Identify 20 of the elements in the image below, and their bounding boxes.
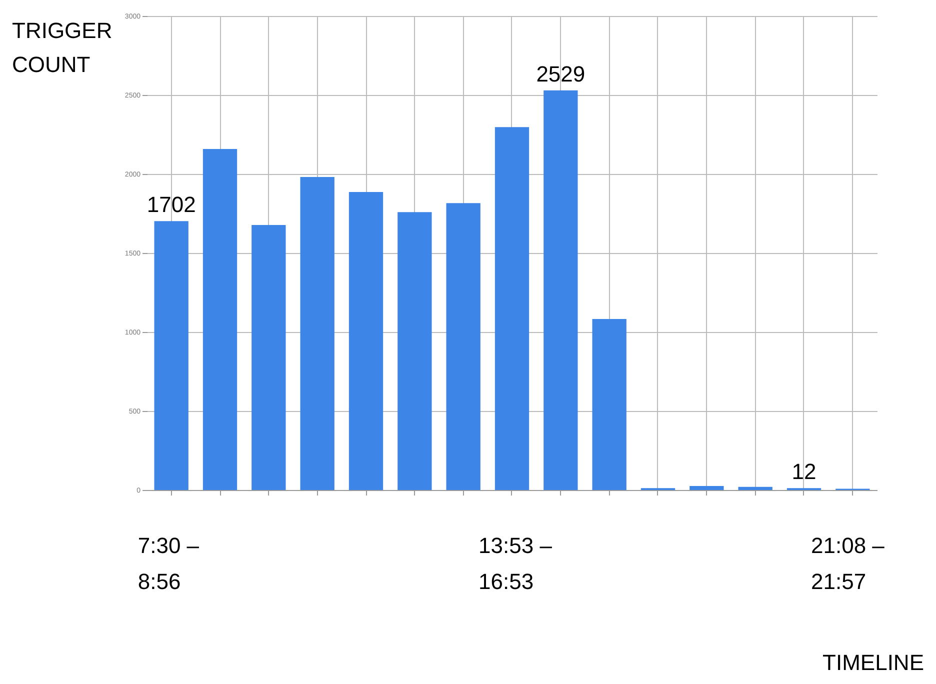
bar — [154, 221, 188, 490]
data-label: 12 — [792, 459, 816, 484]
y-axis-title: TRIGGER COUNT — [12, 18, 112, 77]
bar — [252, 225, 286, 490]
bar — [494, 127, 530, 490]
bar — [544, 90, 578, 490]
bar — [202, 149, 238, 490]
bar — [446, 203, 480, 490]
text: 13:53 – 16:53 — [478, 532, 553, 596]
bar — [300, 177, 334, 490]
data-label: 2529 — [536, 61, 586, 86]
text: TIMELINE — [822, 650, 924, 676]
text: 7:30 – 8:56 — [138, 532, 200, 596]
bar — [738, 486, 772, 490]
data-label: 1702 — [146, 192, 196, 218]
bar — [398, 212, 432, 490]
bar — [690, 486, 724, 490]
text: 21:08 – 21:57 — [811, 532, 886, 596]
bar — [592, 319, 626, 490]
bar — [348, 192, 384, 490]
